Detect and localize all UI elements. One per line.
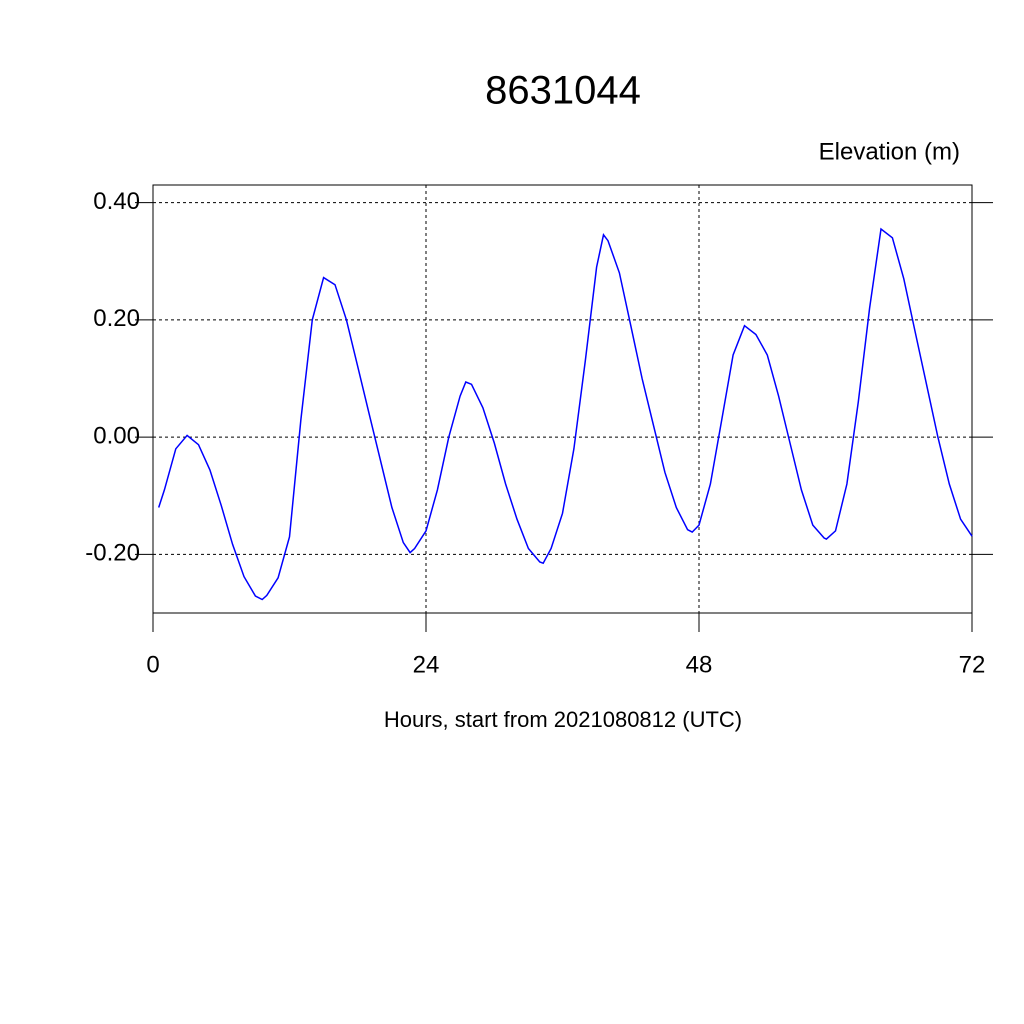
y-tick-label: -0.20 [85, 540, 140, 567]
x-tick-label: 24 [413, 651, 440, 678]
chart-title: 8631044 [485, 69, 641, 113]
x-tick-label: 48 [686, 651, 713, 678]
y-tick-label: 0.40 [93, 188, 140, 215]
y-tick-label: 0.20 [93, 305, 140, 332]
chart-subtitle: Elevation (m) [819, 138, 960, 165]
data-line [157, 227, 973, 601]
x-tick-label: 0 [146, 651, 159, 678]
x-axis-label: Hours, start from 2021080812 (UTC) [384, 707, 742, 732]
x-tick-label: 72 [959, 651, 986, 678]
y-tick-label: 0.00 [93, 422, 140, 449]
plot-frame [152, 184, 973, 614]
